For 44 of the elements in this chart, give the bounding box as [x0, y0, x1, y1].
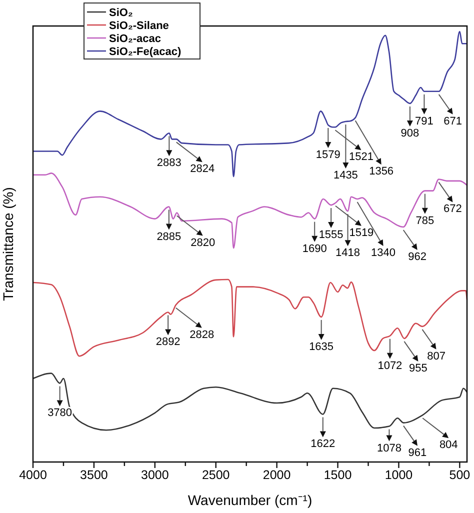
annotation: 1579	[316, 148, 340, 161]
annotation: 955	[409, 362, 428, 374]
annotation: 1555	[318, 229, 344, 242]
x-tick-label: 3500	[80, 468, 108, 482]
annotation: 1519	[349, 226, 374, 239]
x-tick-label: 1500	[324, 468, 352, 482]
x-axis-title: Wavenumber (cm⁻¹)	[188, 492, 312, 508]
annotation: 2820	[190, 236, 216, 249]
annotation: 1340	[371, 247, 396, 260]
annotation: 2824	[190, 163, 215, 176]
annotation: 785	[416, 214, 434, 227]
annotation: 2828	[190, 328, 214, 341]
x-tick-label: 4000	[19, 468, 47, 482]
annotation: 671	[444, 115, 462, 128]
annotation: 961	[408, 446, 427, 459]
annotation: 791	[415, 115, 434, 128]
annotation: 2885	[156, 230, 182, 243]
legend-label: SiO₂	[109, 7, 133, 19]
annotation: 1635	[309, 340, 334, 353]
annotation: 1356	[369, 166, 394, 178]
annotation: 672	[444, 203, 462, 216]
annotation: 1078	[376, 442, 402, 454]
annotation: 908	[400, 127, 420, 140]
y-axis-title: Transmittance (%)	[0, 187, 16, 301]
annotation: 2883	[156, 157, 182, 170]
annotation: 1521	[348, 151, 374, 164]
x-tick-label: 2000	[262, 468, 291, 482]
x-tick-label: 3000	[141, 468, 169, 482]
annotation: 2892	[156, 336, 180, 348]
x-tick-label: 2500	[202, 468, 230, 482]
annotation: 962	[408, 250, 427, 263]
x-tick-label: 1000	[384, 468, 413, 482]
annotation: 804	[439, 439, 458, 452]
x-tick-label: 500	[449, 468, 470, 482]
annotation: 1072	[378, 360, 402, 372]
legend-label: SiO₂-Silane	[109, 20, 169, 32]
legend-label: SiO₂-Fe(acac)	[109, 46, 182, 58]
annotation: 3780	[48, 407, 72, 420]
annotation: 1435	[333, 170, 358, 182]
annotation: 807	[427, 350, 446, 362]
legend-label: SiO₂-acac	[109, 33, 161, 45]
annotation: 1418	[336, 247, 360, 260]
annotation: 1622	[310, 438, 336, 450]
annotation: 1690	[302, 242, 327, 255]
